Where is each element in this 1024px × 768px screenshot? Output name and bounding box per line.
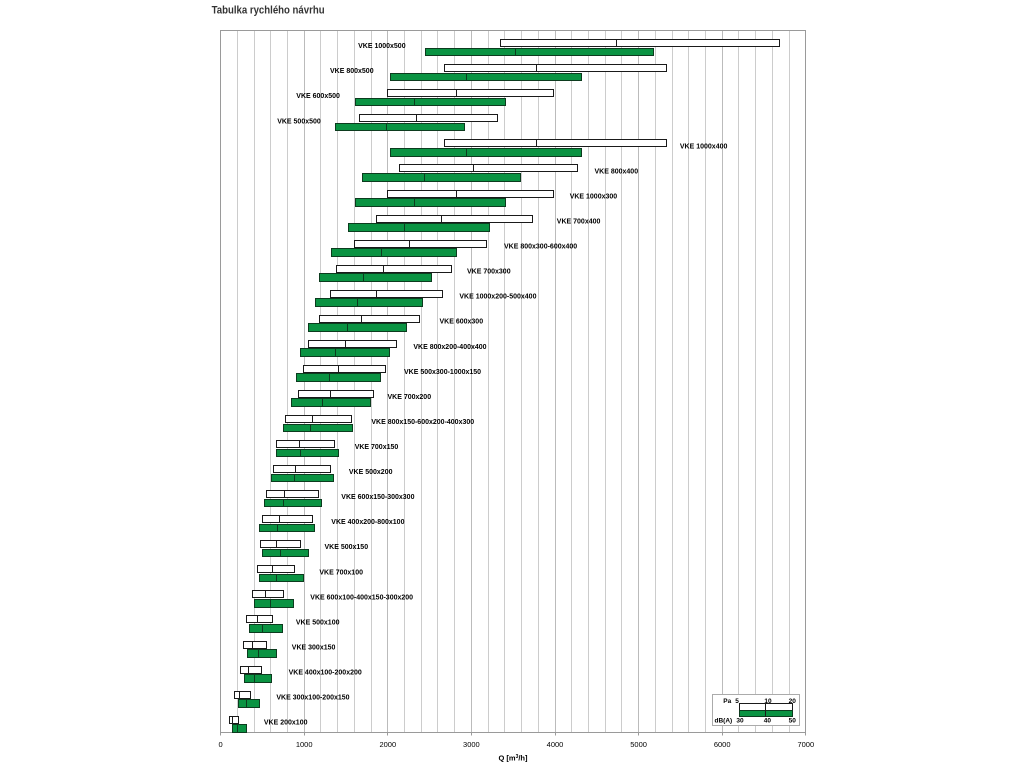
svg-text:VKE 400x100-200x200: VKE 400x100-200x200 [289, 669, 362, 676]
svg-text:30: 30 [736, 718, 744, 725]
svg-text:5: 5 [735, 698, 739, 705]
svg-text:Pa: Pa [723, 698, 731, 705]
svg-text:VKE 800x500: VKE 800x500 [330, 68, 374, 75]
svg-text:VKE 1000x500: VKE 1000x500 [358, 43, 406, 50]
svg-text:10: 10 [764, 698, 772, 705]
svg-text:6000: 6000 [714, 740, 731, 749]
svg-text:VKE 800x400: VKE 800x400 [595, 168, 639, 175]
svg-text:VKE 1000x400: VKE 1000x400 [680, 143, 728, 150]
svg-text:2000: 2000 [379, 740, 396, 749]
svg-text:4000: 4000 [547, 740, 564, 749]
svg-text:3000: 3000 [463, 740, 480, 749]
svg-text:VKE 700x100: VKE 700x100 [319, 569, 363, 576]
svg-text:50: 50 [789, 718, 797, 725]
svg-text:VKE 300x150: VKE 300x150 [292, 644, 336, 651]
svg-text:VKE 300x100-200x150: VKE 300x100-200x150 [276, 695, 349, 702]
svg-text:dB(A): dB(A) [714, 718, 732, 725]
svg-text:VKE 1000x200-500x400: VKE 1000x200-500x400 [459, 294, 536, 301]
svg-text:VKE 500x200: VKE 500x200 [349, 469, 393, 476]
svg-text:VKE 700x200: VKE 700x200 [388, 394, 432, 401]
svg-text:VKE 700x400: VKE 700x400 [557, 218, 601, 225]
svg-text:VKE 800x150-600x200-400x300: VKE 800x150-600x200-400x300 [371, 419, 474, 426]
svg-text:VKE 700x300: VKE 700x300 [467, 269, 511, 276]
svg-text:40: 40 [764, 718, 772, 725]
svg-text:5000: 5000 [630, 740, 647, 749]
svg-text:20: 20 [789, 698, 797, 705]
svg-text:VKE 600x100-400x150-300x200: VKE 600x100-400x150-300x200 [310, 594, 413, 601]
svg-text:VKE 400x200-800x100: VKE 400x200-800x100 [331, 519, 404, 526]
svg-text:0: 0 [219, 740, 223, 749]
svg-text:VKE 500x100: VKE 500x100 [296, 619, 340, 626]
svg-text:VKE 800x300-600x400: VKE 800x300-600x400 [504, 244, 577, 251]
svg-text:VKE 500x300-1000x150: VKE 500x300-1000x150 [404, 369, 481, 376]
svg-text:VKE 200x100: VKE 200x100 [264, 720, 308, 727]
svg-text:Tabulka rychlého návrhu: Tabulka rychlého návrhu [212, 4, 325, 16]
svg-text:VKE 500x150: VKE 500x150 [325, 544, 369, 551]
svg-text:VKE 600x150-300x300: VKE 600x150-300x300 [341, 494, 414, 501]
svg-text:1000: 1000 [296, 740, 313, 749]
svg-text:VKE 700x150: VKE 700x150 [355, 444, 399, 451]
svg-text:VKE 800x200-400x400: VKE 800x200-400x400 [413, 344, 486, 351]
svg-text:7000: 7000 [797, 740, 814, 749]
svg-text:VKE 1000x300: VKE 1000x300 [570, 193, 618, 200]
svg-text:VKE 500x500: VKE 500x500 [277, 118, 321, 125]
svg-text:Q [m3/h]: Q [m3/h] [498, 754, 528, 763]
svg-text:VKE 600x500: VKE 600x500 [296, 93, 340, 100]
svg-text:VKE 600x300: VKE 600x300 [440, 319, 484, 326]
